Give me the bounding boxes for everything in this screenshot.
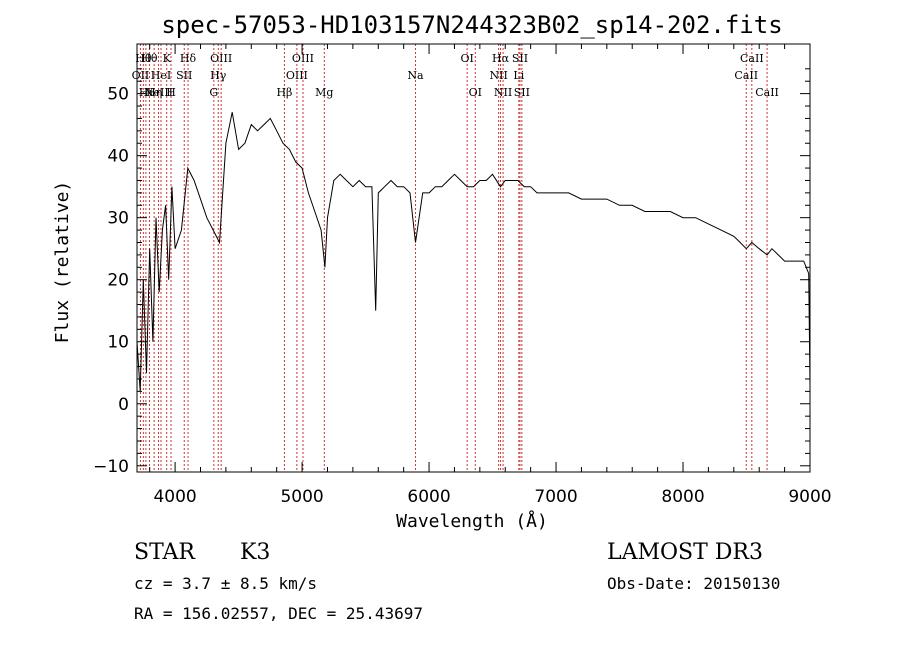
y-tick-label: 20 bbox=[107, 271, 129, 291]
x-tick-label: 5000 bbox=[280, 487, 323, 507]
redshift-velocity: cz = 3.7 ± 8.5 km/s bbox=[134, 574, 317, 593]
line-label-2: Hι bbox=[139, 86, 153, 99]
line-label-18: Na bbox=[407, 69, 424, 82]
line-label-22: Hα bbox=[492, 52, 510, 65]
line-label-19: OI bbox=[460, 52, 473, 65]
y-tick-label: 10 bbox=[107, 333, 129, 353]
y-tick-label: 40 bbox=[107, 147, 129, 167]
line-label-28: CaII bbox=[740, 52, 764, 65]
x-axis-ticks: 4000 5000 6000 7000 8000 9000 bbox=[149, 44, 832, 507]
x-tick-label: 9000 bbox=[788, 487, 831, 507]
line-label-10: Hδ bbox=[180, 52, 197, 65]
object-class: STAR bbox=[134, 540, 196, 565]
line-label-29: CaII bbox=[755, 86, 779, 99]
line-label-21: NII bbox=[489, 69, 507, 82]
spectrum-line bbox=[136, 112, 811, 392]
x-tick-label: 6000 bbox=[407, 487, 450, 507]
line-label-6: HeI bbox=[151, 69, 171, 82]
y-tick-label: −10 bbox=[93, 457, 129, 477]
line-label-4: Hη bbox=[146, 86, 162, 99]
line-label-3: Hθ bbox=[141, 52, 158, 65]
line-label-5: NeIII bbox=[144, 86, 173, 99]
x-tick-label: 7000 bbox=[534, 487, 577, 507]
survey-name: LAMOST DR3 bbox=[607, 540, 763, 565]
x-tick-label: 8000 bbox=[661, 487, 704, 507]
line-label-0: OII bbox=[132, 69, 150, 82]
line-label-25: SII bbox=[512, 52, 528, 65]
line-label-15: OIII bbox=[286, 69, 308, 82]
line-label-16: OIII bbox=[292, 52, 314, 65]
line-label-11: G bbox=[209, 86, 218, 99]
y-tick-label: 50 bbox=[107, 85, 129, 105]
line-label-17: Mg bbox=[315, 86, 333, 99]
line-label-8: H bbox=[166, 86, 176, 99]
line-label-7: K bbox=[163, 52, 172, 65]
line-label-24: Li bbox=[513, 69, 524, 82]
emission-line-labels: OIIHθHιHθHηNeIIIHeIKHSIIHδGHγOIIIHβOIIIO… bbox=[132, 52, 779, 99]
chart-title: spec-57053-HD103157N244323B02_sp14-202.f… bbox=[161, 11, 782, 39]
line-label-12: Hγ bbox=[210, 69, 227, 82]
object-subclass: K3 bbox=[240, 540, 270, 565]
line-label-23: NII bbox=[494, 86, 512, 99]
line-label-20: OI bbox=[469, 86, 482, 99]
y-axis-label: Flux (relative) bbox=[52, 181, 73, 344]
x-tick-label: 4000 bbox=[153, 487, 196, 507]
x-axis-label: Wavelength (Å) bbox=[396, 510, 548, 532]
plot-frame bbox=[136, 43, 811, 473]
y-tick-label: 0 bbox=[118, 395, 129, 415]
line-label-1: Hθ bbox=[135, 52, 152, 65]
sky-coordinates: RA = 156.02557, DEC = 25.43697 bbox=[134, 604, 423, 623]
y-tick-label: 30 bbox=[107, 209, 129, 229]
line-label-26: SII bbox=[514, 86, 530, 99]
line-label-14: Hβ bbox=[276, 86, 292, 99]
line-label-13: OIII bbox=[210, 52, 232, 65]
line-label-9: SII bbox=[176, 69, 192, 82]
observation-date: Obs-Date: 20150130 bbox=[607, 574, 780, 593]
line-label-27: CaII bbox=[734, 69, 758, 82]
y-axis-ticks: −10 0 10 20 30 40 50 bbox=[93, 68, 810, 477]
